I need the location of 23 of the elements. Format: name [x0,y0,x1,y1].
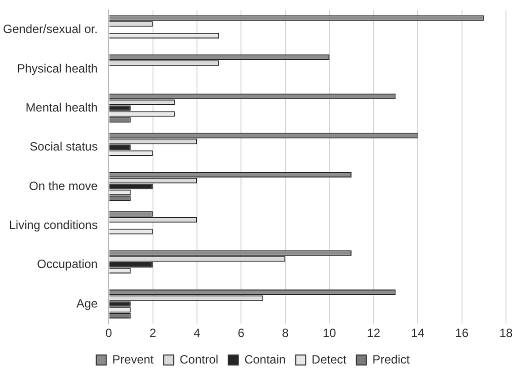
x-tick-label: 4 [194,326,201,340]
y-tick-label: Occupation [37,257,98,272]
legend-label: Contain [244,352,286,366]
y-tick-label: Mental health [26,100,98,114]
x-tick-label: 0 [105,326,112,340]
y-tick-label: Living conditions [8,218,98,232]
x-tick-label: 2 [150,326,157,340]
x-tick-label: 12 [366,326,381,340]
x-tick-label: 10 [322,326,336,340]
y-tick-label: Social status [30,140,98,154]
legend-label: Predict [372,352,410,366]
y-tick-label: Physical health [17,61,98,76]
legend-label: Detect [312,352,348,366]
x-tick-label: 6 [238,326,245,340]
x-tick-label: 18 [499,326,513,340]
y-tick-label: On the move [29,178,98,193]
x-tick-label: 16 [455,326,469,340]
y-tick-label: Age [76,296,98,310]
x-tick-label: 8 [282,326,289,340]
x-tick-label: 14 [411,326,425,340]
legend-label: Prevent [112,352,154,366]
legend-label: Control [180,352,218,366]
y-tick-label: Gender/sexual or. [2,22,98,36]
